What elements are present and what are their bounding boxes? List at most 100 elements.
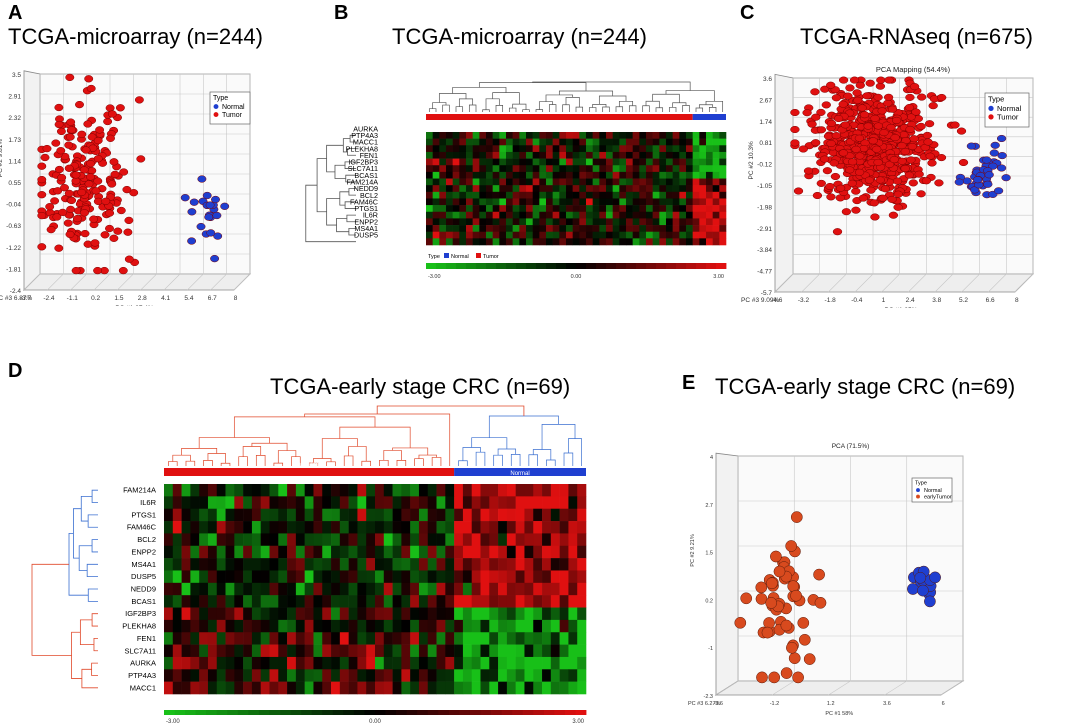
x-tick-label: 0.2 (91, 295, 100, 302)
heatmap-cell (427, 632, 437, 645)
heatmap-cell (526, 238, 533, 246)
heatmap-cell (499, 145, 507, 153)
colorbar-segment (436, 263, 447, 269)
gene-label: ENPP2 (131, 547, 156, 556)
heatmap-cell (216, 607, 226, 621)
data-point-tumor (77, 188, 87, 197)
heatmap-cell (190, 496, 200, 509)
legend-title: Type (213, 95, 228, 102)
heatmap-cell (526, 178, 533, 186)
heatmap-cell (234, 508, 244, 522)
heatmap-cell (692, 191, 700, 199)
heatmap-cell (592, 138, 600, 146)
heatmap-cell (331, 644, 341, 658)
heatmap-cell (339, 644, 349, 658)
heatmap-cell (626, 165, 633, 173)
data-point-tumor (106, 134, 115, 142)
heatmap-cell (339, 508, 349, 522)
heatmap-cell (577, 508, 587, 522)
heatmap-cell (606, 191, 613, 199)
colorbar-segment (322, 710, 334, 715)
colorbar-segment (526, 263, 537, 269)
heatmap-cell (164, 619, 174, 633)
heatmap-cell (652, 211, 660, 219)
heatmap-cell (375, 484, 385, 497)
colorbar-tick-label: 3.00 (572, 719, 584, 724)
data-point-tumor (862, 92, 872, 100)
heatmap-cell (432, 225, 440, 233)
heatmap-cell (436, 644, 446, 658)
heatmap-cell (559, 508, 569, 522)
data-point-tumor (110, 170, 120, 179)
heatmap-cell (304, 582, 314, 596)
heatmap-cell (375, 595, 385, 608)
heatmap-cell (462, 669, 473, 682)
heatmap-cell (599, 238, 607, 246)
gene-label: FAM214A (346, 178, 378, 187)
colorbar-segment (459, 710, 471, 715)
heatmap-cell (446, 225, 453, 233)
gene-label: MS4A1 (131, 560, 156, 569)
data-point-tumor (843, 92, 853, 100)
heatmap-cell (427, 681, 437, 695)
heatmap-cell (295, 595, 305, 608)
data-point-tumor (849, 76, 860, 84)
heatmap-cell (498, 644, 508, 658)
heatmap-cell (566, 238, 573, 246)
heatmap-cell (439, 238, 447, 246)
heatmap-cell (586, 225, 593, 233)
data-point-tumor (134, 96, 144, 104)
heatmap-cell (366, 545, 376, 559)
column-dendrogram-branch (512, 103, 527, 110)
data-point-tumor (37, 162, 47, 170)
heatmap-cell (479, 165, 487, 173)
heatmap-cell (472, 171, 480, 179)
heatmap-cell (322, 521, 332, 534)
colorbar-segment (706, 263, 717, 269)
heatmap-cell (626, 138, 633, 146)
data-point-normal (187, 208, 197, 216)
heatmap-cell (426, 205, 433, 213)
heatmap-cell (612, 138, 620, 146)
row-dendrogram-branch-blue (91, 539, 98, 553)
heatmap-cell (410, 533, 420, 547)
heatmap-cell (357, 681, 367, 695)
colorbar-segment (486, 263, 497, 269)
heatmap-cell (260, 582, 270, 596)
heatmap-cell (492, 218, 500, 226)
data-point-tumor (63, 219, 73, 227)
heatmap-cell (304, 619, 314, 633)
heatmap-cell (626, 231, 633, 239)
heatmap-cell (181, 607, 191, 621)
data-point-tumor (923, 138, 933, 146)
data-point-tumor (790, 125, 800, 134)
heatmap-cell (480, 496, 490, 509)
column-dendrogram-branch (492, 92, 520, 105)
heatmap-cell (719, 185, 727, 193)
y-tick-label: -1 (708, 646, 713, 652)
heatmap-cell (466, 165, 473, 173)
heatmap-cell (577, 521, 587, 534)
heatmap-cell (452, 238, 460, 246)
heatmap-cell (190, 681, 200, 695)
data-point-tumor (54, 103, 64, 112)
heatmap-cell (699, 165, 707, 173)
heatmap-cell (666, 178, 673, 186)
x-tick-label: -1.8 (825, 297, 837, 304)
heatmap-cell (436, 632, 446, 645)
y-tick-label: 3.5 (12, 72, 21, 79)
heatmap-cell (331, 632, 341, 645)
heatmap-cell (313, 619, 323, 633)
data-point-normal (982, 156, 992, 164)
heatmap-cell (686, 211, 693, 219)
heatmap-cell (532, 225, 540, 233)
heatmap-cell (519, 238, 527, 246)
floor-grid-line (772, 680, 795, 696)
heatmap-cell (699, 231, 707, 239)
colorbar-segment (185, 710, 197, 715)
heatmap-cell (278, 619, 288, 633)
heatmap-cell (295, 545, 305, 559)
heatmap-cell (427, 656, 437, 670)
heatmap-cell (486, 231, 493, 239)
heatmap-cell (512, 178, 520, 186)
